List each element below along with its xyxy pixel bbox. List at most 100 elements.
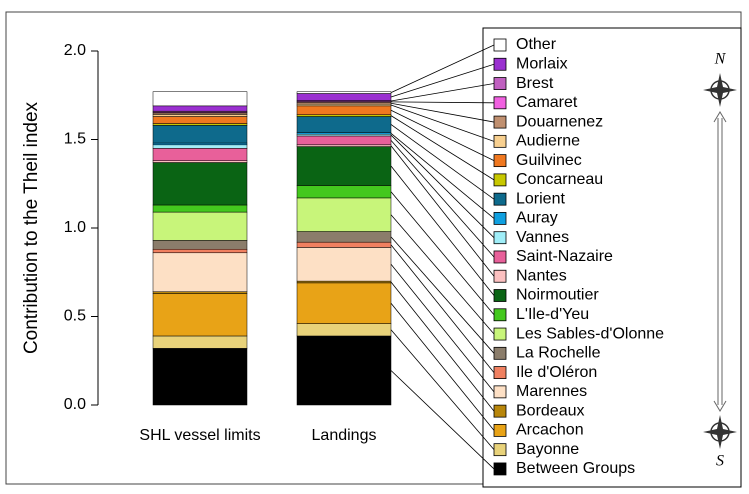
connector <box>390 244 495 373</box>
legend-label: Douarnenez <box>516 113 603 130</box>
x-tick-label: Landings <box>312 427 377 444</box>
legend-swatch <box>493 404 507 418</box>
bar-segment <box>296 105 392 115</box>
bar-segment <box>296 146 392 186</box>
legend-swatch <box>493 462 507 476</box>
bar-segment <box>152 91 248 107</box>
legend-label: Morlaix <box>516 55 568 72</box>
connector <box>390 124 495 200</box>
north-label: N <box>714 51 727 68</box>
legend-label: Nantes <box>516 267 567 284</box>
legend-swatch <box>493 366 507 379</box>
connector <box>390 134 495 238</box>
bar-segment <box>296 323 392 337</box>
legend-swatch <box>493 385 507 399</box>
y-axis-title: Contribution to the Theil index <box>21 101 42 354</box>
legend-label: Marennes <box>516 383 587 400</box>
legend-label: Les Sables-d'Olonne <box>516 325 664 342</box>
legend-swatch <box>493 173 507 187</box>
bar-segment <box>296 93 392 101</box>
legend-label: La Rochelle <box>516 345 601 362</box>
legend-swatch <box>493 192 507 206</box>
legend-swatch <box>493 212 507 225</box>
bar-segment <box>296 231 392 243</box>
connector <box>390 44 495 93</box>
bar-segment <box>152 116 248 124</box>
bar-segment <box>152 123 248 126</box>
bar-segment <box>152 162 248 206</box>
bar-segment <box>296 185 392 199</box>
legend-swatch <box>493 346 507 360</box>
y-tick-label: 0.0 <box>64 396 86 413</box>
legend-label: Ile d'Oléron <box>516 364 597 381</box>
connector <box>390 264 495 393</box>
connector <box>390 302 495 431</box>
legend-label: Other <box>516 36 557 53</box>
legend-swatch <box>493 250 507 264</box>
connector <box>390 132 495 219</box>
south-label: S <box>716 453 724 470</box>
legend-label: Lorient <box>516 190 565 207</box>
bar-segment <box>152 204 248 213</box>
connector <box>390 101 495 104</box>
legend-swatch <box>493 38 507 52</box>
y-tick-label: 2.0 <box>64 42 86 59</box>
bar-segment <box>152 112 248 115</box>
bar-segment <box>152 125 248 144</box>
double-arrow <box>713 111 727 412</box>
connector <box>390 281 495 412</box>
legend-label: Noirmoutier <box>516 287 599 304</box>
legend-box <box>482 27 742 488</box>
legend-label: Auray <box>516 210 558 227</box>
bar-segment <box>152 335 248 349</box>
bar-segment <box>296 282 392 324</box>
legend-label: Bordeaux <box>516 402 585 419</box>
bar-segment <box>152 144 248 149</box>
connector <box>390 63 495 98</box>
legend-label: L'Ile-d'Yeu <box>516 306 589 323</box>
bar-segment <box>296 133 392 137</box>
legend-swatch <box>493 96 507 110</box>
bar-segment <box>296 102 392 105</box>
connector <box>390 370 495 470</box>
bar-segment <box>152 291 248 294</box>
legend-swatch <box>493 327 507 341</box>
bar-segment <box>152 240 248 250</box>
bar-segment <box>296 241 392 248</box>
legend-swatch <box>493 231 507 245</box>
legend-label: Vannes <box>516 229 569 246</box>
legend-swatch <box>493 77 507 90</box>
bar-segment <box>152 211 248 241</box>
legend-label: Saint-Nazaire <box>516 248 613 265</box>
legend-swatch <box>493 423 507 437</box>
connector <box>390 329 495 450</box>
legend-label: Audierne <box>516 133 580 150</box>
legend-swatch <box>493 154 507 168</box>
connector <box>390 83 495 102</box>
legend-label: Brest <box>516 75 554 92</box>
bar-segment <box>296 114 392 117</box>
legend-swatch <box>493 57 507 71</box>
bar-segment <box>296 144 392 147</box>
connector <box>390 115 495 181</box>
legend-label: Bayonne <box>516 441 579 458</box>
bar-segment <box>152 114 248 117</box>
legend-swatch <box>493 115 507 129</box>
legend-label: Camaret <box>516 94 578 111</box>
bar-segment <box>152 293 248 337</box>
bar-segment <box>296 280 392 284</box>
bar-segment <box>152 142 248 146</box>
bar-segment <box>152 252 248 292</box>
connector <box>390 104 495 142</box>
bar-segment <box>296 91 392 94</box>
bar-segment <box>152 105 248 112</box>
bar-segment <box>296 247 392 282</box>
legend-swatch <box>493 443 507 457</box>
bar-segment <box>296 197 392 232</box>
legend-label: Arcachon <box>516 422 584 439</box>
bar-segment <box>152 160 248 163</box>
x-tick-label: SHL vessel limits <box>139 427 260 444</box>
connector <box>390 236 495 354</box>
connector <box>390 214 495 335</box>
